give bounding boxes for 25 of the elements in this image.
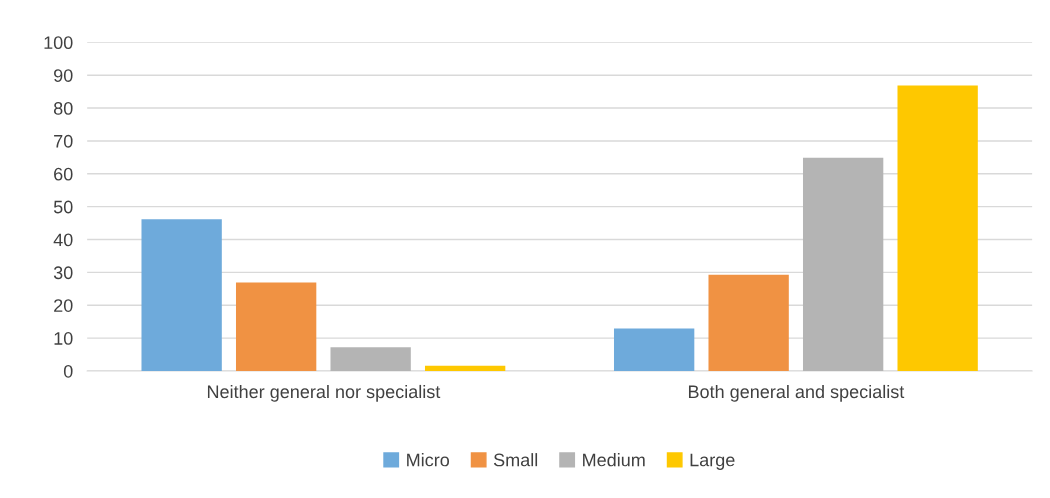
y-tick-label: 60 — [54, 167, 73, 181]
y-tick-label: 80 — [53, 102, 73, 115]
bar — [330, 347, 411, 372]
bar — [708, 274, 789, 372]
bar — [613, 328, 695, 372]
y-tick-label: 90 — [54, 69, 73, 82]
y-tick-label: 70 — [54, 134, 73, 148]
bar — [802, 157, 884, 372]
x-tick-label: Both general and specialist — [688, 384, 905, 402]
legend-label: Small — [493, 453, 538, 467]
legend-label: Large — [690, 453, 735, 470]
y-tick-label: 100 — [44, 36, 73, 50]
legend-label: Micro — [407, 453, 450, 467]
bar — [235, 282, 317, 372]
bar — [424, 365, 506, 372]
legend-label: Medium — [583, 453, 645, 467]
y-tick-label: 20 — [54, 299, 73, 312]
x-tick-label: Neither general nor specialist — [207, 384, 441, 402]
y-tick-label: 40 — [53, 233, 73, 247]
y-tick-label: 0 — [63, 364, 73, 378]
y-tick-label: 10 — [54, 332, 73, 345]
y-tick-label: 30 — [53, 266, 73, 280]
bar — [897, 85, 978, 372]
bar — [141, 219, 222, 372]
y-tick-label: 50 — [53, 200, 73, 214]
